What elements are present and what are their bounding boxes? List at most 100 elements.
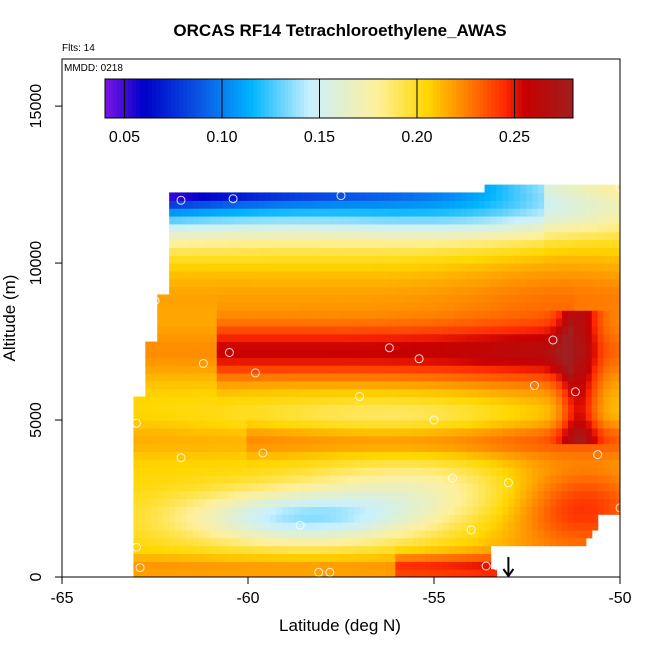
heatmap-cell (311, 294, 319, 303)
heatmap-cell (157, 553, 164, 562)
heatmap-cell (371, 380, 379, 390)
heatmap-cell (365, 223, 373, 233)
heatmap-cell (234, 318, 242, 327)
heatmap-cell (389, 514, 396, 523)
heatmap-cell (151, 537, 158, 547)
heatmap-cell (419, 396, 426, 405)
heatmap-cell (532, 200, 539, 209)
heatmap-cell (353, 349, 361, 358)
heatmap-cell (234, 553, 242, 562)
heatmap-cell (413, 365, 420, 374)
heatmap-cell (186, 318, 194, 327)
heatmap-cell (573, 490, 581, 500)
heatmap-cell (466, 372, 474, 382)
heatmap-cell (442, 200, 450, 209)
heatmap-cell (335, 333, 343, 343)
heatmap-cell (175, 231, 182, 241)
heatmap-cell (192, 231, 200, 241)
heatmap-cell (163, 443, 170, 453)
heatmap-cell (436, 561, 444, 570)
heatmap-cell (311, 278, 319, 288)
heatmap-cell (597, 372, 605, 382)
heatmap-cell (514, 396, 521, 405)
heatmap-cell (282, 443, 289, 453)
heatmap-cell (597, 192, 605, 201)
heatmap-cell (276, 294, 283, 303)
heatmap-cell (502, 215, 509, 225)
heatmap-cell (353, 529, 361, 539)
heatmap-cell (448, 553, 456, 562)
heatmap-cell (294, 231, 301, 241)
heatmap-cell (347, 537, 355, 547)
sample-point (250, 368, 260, 378)
heatmap-cell (276, 388, 283, 398)
heatmap-cell (371, 318, 379, 327)
heatmap-cell (395, 467, 402, 476)
heatmap-cell (365, 200, 373, 209)
heatmap-cell (276, 286, 283, 296)
heatmap-cell (466, 427, 474, 437)
heatmap-cell (520, 255, 527, 264)
colorbar-segment (284, 79, 289, 118)
heatmap-cell (198, 569, 206, 577)
heatmap-cell (300, 514, 307, 523)
heatmap-cell (490, 451, 498, 460)
heatmap-cell (282, 255, 289, 264)
heatmap-cell (466, 537, 474, 547)
heatmap-cell (335, 365, 343, 374)
heatmap-cell (425, 459, 432, 468)
heatmap-cell (538, 467, 545, 476)
heatmap-cell (270, 467, 277, 476)
heatmap-cell (413, 396, 420, 405)
heatmap-cell (311, 459, 319, 468)
heatmap-cell (490, 239, 498, 248)
heatmap-cell (175, 459, 182, 468)
heatmap-cell (175, 215, 182, 225)
heatmap-cell (448, 357, 456, 366)
heatmap-cell (294, 498, 301, 507)
heatmap-cell (472, 325, 480, 335)
heatmap-cell (371, 412, 379, 421)
heatmap-cell (246, 553, 254, 562)
heatmap-cell (448, 427, 456, 437)
heatmap-cell (556, 223, 563, 233)
colorbar-segment (483, 79, 488, 118)
heatmap-cell (258, 255, 265, 264)
heatmap-cell (198, 278, 206, 288)
heatmap-cell (228, 443, 236, 453)
heatmap-cell (240, 372, 248, 382)
heatmap-cell (401, 459, 408, 468)
heatmap-cell (603, 278, 611, 288)
heatmap-cell (371, 537, 379, 547)
heatmap-cell (431, 443, 438, 453)
heatmap-cell (556, 255, 563, 264)
heatmap-cell (264, 482, 271, 492)
heatmap-cell (472, 529, 480, 539)
heatmap-cell (401, 569, 408, 577)
heatmap-cell (526, 341, 533, 350)
heatmap-cell (359, 239, 367, 248)
heatmap-cell (609, 372, 617, 382)
heatmap-cell (460, 396, 468, 405)
heatmap-cell (347, 310, 355, 319)
heatmap-cell (175, 239, 182, 248)
heatmap-cell (294, 490, 301, 500)
colorbar-segment (229, 79, 235, 118)
heatmap-cell (407, 349, 414, 358)
heatmap-cell (502, 255, 509, 264)
heatmap-cell (538, 239, 545, 248)
heatmap-cell (502, 490, 509, 500)
heatmap-cell (317, 263, 325, 272)
heatmap-cell (478, 231, 486, 241)
heatmap-cell (490, 474, 498, 484)
heatmap-cell (163, 396, 170, 405)
heatmap-cell (603, 349, 611, 358)
colorbar-segment (510, 79, 515, 118)
heatmap-cell (210, 474, 218, 484)
heatmap-cell (508, 365, 515, 374)
heatmap-cell (228, 333, 236, 343)
heatmap-cell (478, 553, 486, 562)
heatmap-cell (210, 388, 218, 398)
heatmap-cell (377, 302, 385, 311)
sample-point (481, 561, 491, 571)
